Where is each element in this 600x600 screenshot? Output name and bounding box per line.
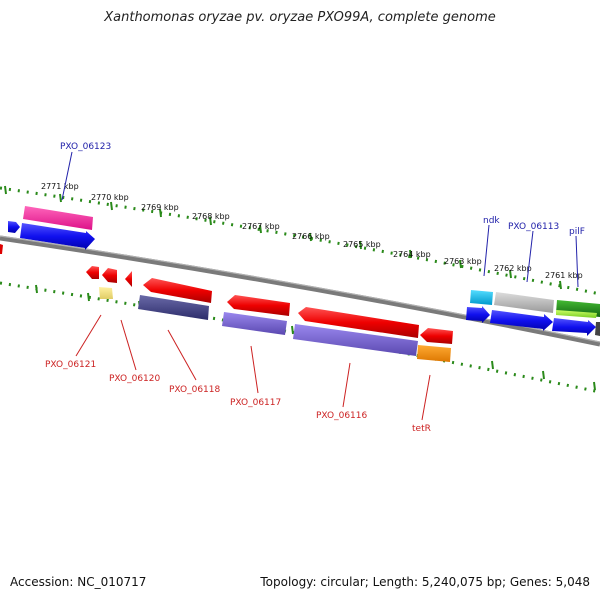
gene-label: ndk	[483, 216, 500, 226]
gene-label: pilF	[569, 227, 585, 237]
gene-pink[interactable]	[23, 206, 93, 230]
gene-tetR-red[interactable]	[420, 328, 453, 344]
map-title: Xanthomonas oryzae pv. oryzae PXO99A, co…	[104, 10, 496, 25]
blue-leader-lines	[61, 151, 579, 288]
scale-label: 2768 kbp	[192, 212, 230, 221]
upper-ruler	[0, 186, 600, 296]
gene-yellow[interactable]	[99, 287, 113, 299]
gene-label: PXO_06116	[316, 411, 368, 421]
gene-fragment-left[interactable]	[8, 221, 20, 233]
gene-PXO_06116-red[interactable]	[298, 307, 419, 338]
scale-label: 2765 kbp	[343, 240, 381, 249]
scale-label: 2771 kbp	[41, 182, 79, 191]
gene-lime[interactable]	[556, 310, 597, 318]
gene-label: PXO_06118	[169, 385, 221, 395]
gene-PXO_06117-red[interactable]	[227, 295, 290, 316]
gene-PXO_06117[interactable]	[222, 312, 287, 335]
scale-label: 2770 kbp	[91, 193, 129, 202]
red-leader-lines	[75, 314, 431, 421]
gene-label: PXO_06120	[109, 374, 161, 384]
gene-tetR[interactable]	[417, 345, 451, 362]
gene-PXO_06120[interactable]	[125, 271, 132, 287]
genome-backbone	[0, 235, 600, 347]
gene-PXO_06118[interactable]	[138, 295, 209, 320]
gene-PXO_06116[interactable]	[293, 324, 418, 356]
scale-label: 2767 kbp	[242, 222, 280, 231]
topology-text: Topology: circular; Length: 5,240,075 bp…	[260, 575, 590, 589]
scale-labels: 2771 kbp 2770 kbp 2769 kbp 2768 kbp 2767…	[41, 182, 583, 280]
gene-label: PXO_06117	[230, 398, 281, 408]
gene-PXO_06121-b[interactable]	[102, 268, 117, 283]
gene-gray[interactable]	[494, 292, 554, 313]
gene-label: PXO_06113	[508, 222, 559, 232]
gene-blue-forward[interactable]	[20, 223, 95, 250]
gene-PXO_06118-red[interactable]	[143, 278, 212, 303]
scale-label: 2761 kbp	[545, 271, 583, 280]
gene-ndk[interactable]	[470, 290, 493, 305]
gene-label: tetR	[412, 424, 431, 434]
gene-fragment-right[interactable]	[595, 322, 600, 336]
scale-label: 2764 kbp	[393, 250, 431, 259]
gene-PXO_06113[interactable]	[490, 310, 553, 331]
gene-fragment-red-edge[interactable]	[0, 244, 3, 254]
gene-label: PXO_06121	[45, 360, 96, 370]
upper-major-ticks	[4, 185, 562, 290]
gene-label: PXO_06123	[60, 142, 111, 152]
scale-label: 2762 kbp	[494, 264, 532, 273]
accession-text: Accession: NC_010717	[10, 575, 147, 589]
scale-label: 2763 kbp	[444, 257, 482, 266]
gene-blue-pilF[interactable]	[552, 318, 596, 336]
gene-blue-ndk[interactable]	[466, 306, 490, 323]
scale-label: 2766 kbp	[292, 232, 330, 241]
gene-PXO_06121-a[interactable]	[86, 266, 99, 279]
scale-label: 2769 kbp	[141, 203, 179, 212]
